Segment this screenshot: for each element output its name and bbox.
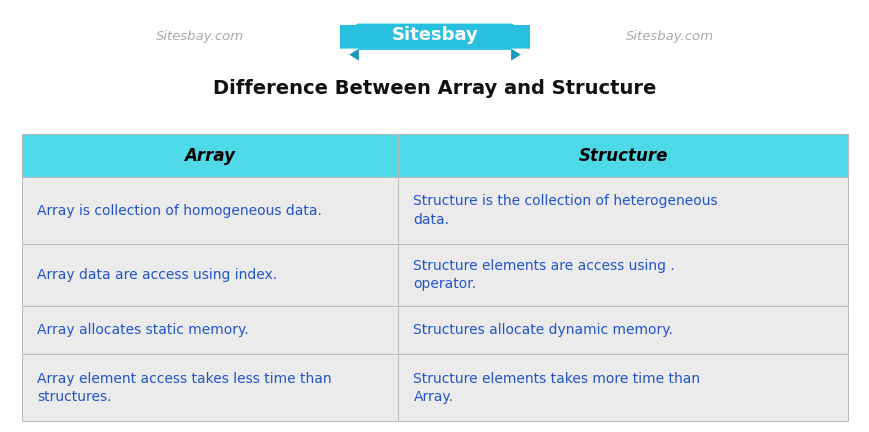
FancyBboxPatch shape: [22, 134, 847, 177]
Text: Structure is the collection of heterogeneous
data.: Structure is the collection of heterogen…: [413, 194, 717, 227]
FancyBboxPatch shape: [356, 23, 513, 50]
Text: Structure elements are access using .
operator.: Structure elements are access using . op…: [413, 259, 674, 291]
Text: Array allocates static memory.: Array allocates static memory.: [37, 323, 249, 337]
Text: Array data are access using index.: Array data are access using index.: [37, 268, 277, 282]
Polygon shape: [339, 25, 359, 48]
Text: Sitesbay.com: Sitesbay.com: [625, 30, 713, 43]
Text: Structure: Structure: [578, 146, 667, 165]
Text: Array element access takes less time than
structures.: Array element access takes less time tha…: [37, 372, 332, 404]
Text: Difference Between Array and Structure: Difference Between Array and Structure: [213, 79, 656, 98]
Polygon shape: [511, 25, 530, 48]
FancyBboxPatch shape: [22, 306, 847, 354]
Text: Array is collection of homogeneous data.: Array is collection of homogeneous data.: [37, 203, 322, 217]
Text: Structures allocate dynamic memory.: Structures allocate dynamic memory.: [413, 323, 673, 337]
FancyBboxPatch shape: [22, 244, 847, 306]
Polygon shape: [511, 48, 530, 60]
Polygon shape: [339, 48, 359, 60]
Polygon shape: [511, 48, 530, 54]
Text: Structure elements takes more time than
Array.: Structure elements takes more time than …: [413, 372, 700, 404]
Polygon shape: [339, 48, 359, 54]
Text: Array: Array: [184, 146, 235, 165]
FancyBboxPatch shape: [22, 354, 847, 421]
FancyBboxPatch shape: [22, 177, 847, 244]
Text: Sitesbay: Sitesbay: [391, 26, 478, 44]
Text: Sitesbay.com: Sitesbay.com: [156, 30, 244, 43]
